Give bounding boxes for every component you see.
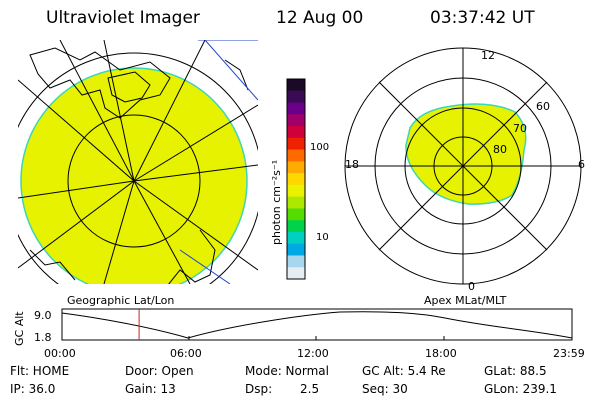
colorbar-swatch <box>287 114 305 127</box>
mlt-label-12: 12 <box>481 49 495 62</box>
mag-diag-2 <box>378 81 548 251</box>
mag-lat-label-60: 60 <box>536 100 550 113</box>
info-gc-alt: GC Alt: 5.4 Re <box>362 364 446 378</box>
info-glat: GLat: 88.5 <box>484 364 547 378</box>
date-label: 12 Aug 00 <box>276 8 364 28</box>
mag-panel-label: Apex MLat/MLT <box>424 294 507 307</box>
colorbar-swatch <box>287 79 305 92</box>
colorbar-swatch <box>287 126 305 139</box>
timeline-ytick-low: 1.8 <box>34 331 52 344</box>
instrument-title: Ultraviolet Imager <box>46 8 200 28</box>
mag-polar-panel: 12 18 6 0 60 70 80 <box>344 47 585 293</box>
timeline-xtick-1800: 18:00 <box>425 347 457 360</box>
colorbar-swatch <box>287 161 305 174</box>
geo-map-panel <box>18 40 258 284</box>
colorbar-frame <box>286 78 306 280</box>
info-door: Door: Open <box>125 364 194 378</box>
mag-aurora-fill <box>405 103 527 205</box>
mlt-label-6: 6 <box>578 158 585 171</box>
colorbar-tick-10: 10 <box>316 232 329 243</box>
colorbar-swatch <box>287 243 305 256</box>
colorbar-unit: photon cm⁻²s⁻¹ <box>270 160 283 245</box>
colorbar-swatch <box>287 173 305 186</box>
info-ip: IP: 36.0 <box>10 382 56 396</box>
geo-coastline-2 <box>107 71 151 103</box>
geo-panel-label: Geographic Lat/Lon <box>67 294 174 307</box>
geo-aurora-fill <box>20 67 248 284</box>
info-glon: GLon: 239.1 <box>484 382 557 396</box>
mlt-label-0: 0 <box>468 280 475 293</box>
timeline-ylabel: GC Alt <box>13 311 26 346</box>
colorbar-swatch <box>287 90 305 104</box>
geo-lat-circle-inner <box>67 114 201 248</box>
info-gain: Gain: 13 <box>125 382 176 396</box>
geo-blue-lines <box>179 40 258 284</box>
geo-meridians <box>18 40 258 284</box>
geo-lat-circle-outer <box>18 52 258 284</box>
geo-coastline-4 <box>29 249 76 281</box>
colorbar-swatch <box>287 208 305 221</box>
altitude-curve <box>61 311 573 339</box>
mag-lat-label-80: 80 <box>493 143 507 156</box>
colorbar-swatch <box>287 184 305 198</box>
mlt-label-18: 18 <box>345 158 359 171</box>
timeline-ticks <box>188 336 445 340</box>
time-label: 03:37:42 UT <box>430 8 535 28</box>
geo-coastline-5 <box>224 59 249 91</box>
colorbar-swatch <box>287 102 305 115</box>
info-dsp-value: 2.5 <box>300 382 320 396</box>
geo-coastline-3 <box>168 229 216 284</box>
timeline-xtick-0000: 00:00 <box>44 347 76 360</box>
colorbar-swatch <box>287 149 305 162</box>
timeline-xtick-0600: 06:00 <box>170 347 202 360</box>
info-dsp-label: Dsp: <box>245 382 273 396</box>
colorbar-swatch <box>287 267 305 280</box>
info-seq: Seq: 30 <box>362 382 408 396</box>
colorbar-tick-100: 100 <box>310 142 329 153</box>
timeline-frame <box>61 308 573 341</box>
timeline: GC Alt 9.0 1.8 00:00 06:00 12:00 18:00 2… <box>13 308 585 360</box>
info-mode: Mode: Normal <box>245 364 329 378</box>
geo-coastline <box>29 47 171 119</box>
timeline-xtick-1200: 12:00 <box>297 347 329 360</box>
timeline-xtick-2359: 23:59 <box>553 347 585 360</box>
timeline-ytick-high: 9.0 <box>34 309 52 322</box>
mag-lat-label-70: 70 <box>513 122 527 135</box>
colorbar-swatch <box>287 220 305 233</box>
colorbar-swatch <box>287 196 305 209</box>
colorbar-swatch <box>287 137 305 151</box>
colorbar-swatch <box>287 255 305 268</box>
colorbar-swatch <box>287 231 305 245</box>
info-flt: Flt: HOME <box>10 364 70 378</box>
colorbar <box>286 78 306 280</box>
